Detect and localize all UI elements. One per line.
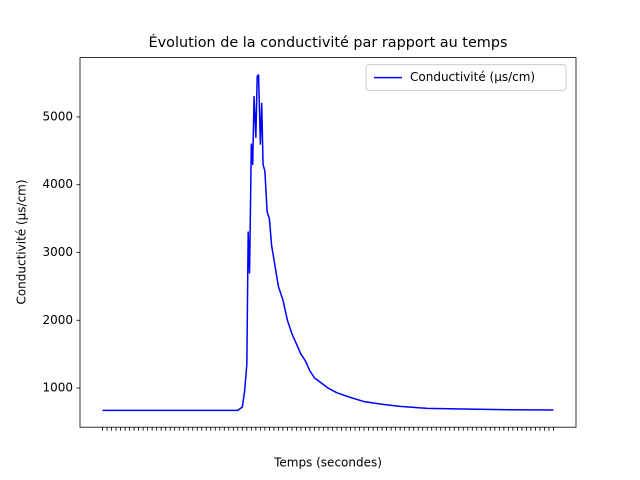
legend-label: Conductivité (µs/cm) — [410, 70, 535, 84]
line-series — [102, 74, 554, 412]
y-tick-label: 3000 — [42, 245, 73, 259]
legend-box — [365, 64, 567, 92]
y-tick-label: 2000 — [42, 313, 73, 327]
y-tick-label: 5000 — [42, 109, 73, 123]
x-axis-label: Temps (secondes) — [273, 456, 382, 470]
plot-frame — [79, 57, 577, 428]
y-tick-label: 1000 — [42, 381, 73, 395]
chart-title: Évolution de la conductivité par rapport… — [149, 34, 508, 51]
y-tick-label: 4000 — [42, 177, 73, 191]
y-axis-label: Conductivité (µs/cm) — [15, 179, 29, 304]
